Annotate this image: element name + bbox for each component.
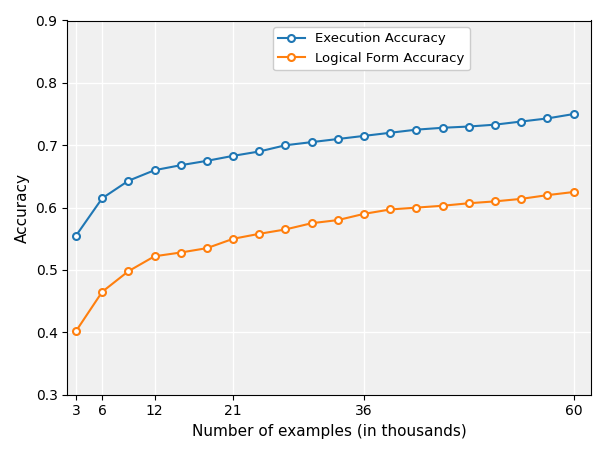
Logical Form Accuracy <box>335 217 342 223</box>
Logical Form Accuracy <box>308 221 315 226</box>
Execution Accuracy <box>439 125 446 130</box>
Logical Form Accuracy <box>230 236 237 242</box>
Execution Accuracy <box>335 136 342 142</box>
Logical Form Accuracy <box>544 192 551 198</box>
Execution Accuracy <box>256 149 263 154</box>
Execution Accuracy <box>230 153 237 158</box>
Execution Accuracy <box>518 119 525 124</box>
Execution Accuracy <box>203 158 210 163</box>
Legend: Execution Accuracy, Logical Form Accuracy: Execution Accuracy, Logical Form Accurac… <box>273 27 470 70</box>
Execution Accuracy <box>72 233 79 238</box>
Execution Accuracy <box>308 139 315 145</box>
Logical Form Accuracy <box>72 328 79 334</box>
Logical Form Accuracy <box>177 250 184 255</box>
Logical Form Accuracy <box>465 201 473 206</box>
Logical Form Accuracy <box>282 227 289 232</box>
Logical Form Accuracy <box>151 253 158 259</box>
Execution Accuracy <box>465 124 473 129</box>
Execution Accuracy <box>491 122 499 128</box>
Y-axis label: Accuracy: Accuracy <box>15 173 30 242</box>
Execution Accuracy <box>99 196 106 201</box>
Logical Form Accuracy <box>491 199 499 204</box>
Logical Form Accuracy <box>361 211 368 217</box>
Execution Accuracy <box>544 116 551 121</box>
Logical Form Accuracy <box>570 189 577 195</box>
Logical Form Accuracy <box>99 289 106 295</box>
Logical Form Accuracy <box>518 196 525 202</box>
Logical Form Accuracy <box>256 231 263 237</box>
Execution Accuracy <box>413 127 420 133</box>
Execution Accuracy <box>282 143 289 148</box>
Logical Form Accuracy <box>439 203 446 208</box>
Logical Form Accuracy <box>125 268 132 274</box>
X-axis label: Number of examples (in thousands): Number of examples (in thousands) <box>191 424 467 439</box>
Logical Form Accuracy <box>203 246 210 251</box>
Execution Accuracy <box>177 163 184 168</box>
Execution Accuracy <box>387 130 394 135</box>
Line: Execution Accuracy: Execution Accuracy <box>73 111 577 239</box>
Execution Accuracy <box>361 133 368 138</box>
Logical Form Accuracy <box>387 207 394 212</box>
Execution Accuracy <box>151 168 158 173</box>
Execution Accuracy <box>570 111 577 117</box>
Logical Form Accuracy <box>413 205 420 210</box>
Line: Logical Form Accuracy: Logical Form Accuracy <box>73 188 577 335</box>
Execution Accuracy <box>125 178 132 183</box>
